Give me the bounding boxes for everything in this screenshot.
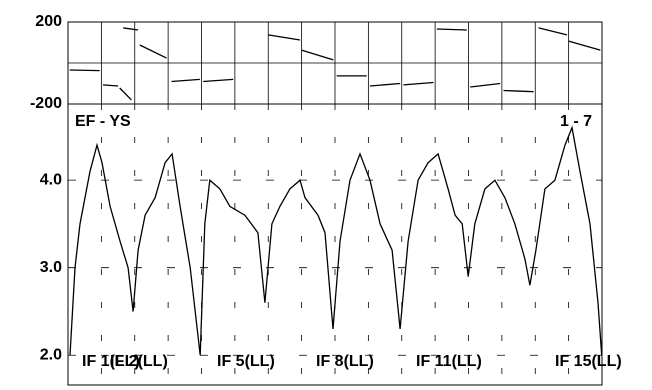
y-tick-label: 4.0	[40, 171, 62, 188]
y-tick-label: 3.0	[40, 259, 62, 276]
annotation: 1 - 7	[560, 113, 592, 130]
y-tick-label: 200	[35, 13, 62, 30]
annotation: IF 11(LL)	[416, 353, 482, 370]
annotation: IF 2(LL)	[110, 353, 168, 370]
annotation: IF 8(LL)	[316, 353, 374, 370]
annotation: EF - YS	[75, 113, 131, 130]
plot-frame	[67, 103, 603, 386]
annotation: IF 15(LL)	[555, 353, 622, 370]
data-line	[69, 125, 603, 356]
data-line	[69, 27, 601, 101]
y-tick-label: 2.0	[40, 346, 62, 363]
y-tick-label: -200	[30, 95, 62, 112]
annotation: IF 1(LL)	[82, 353, 140, 370]
annotation: IF 5(LL)	[217, 353, 275, 370]
